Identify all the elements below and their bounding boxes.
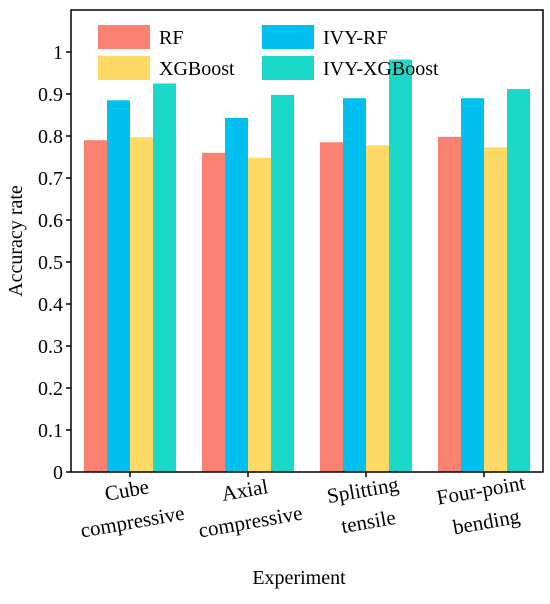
bar-xgboost-2 xyxy=(248,157,271,472)
x-tick-label: Cubecompressive xyxy=(73,469,186,542)
y-tick-label: 0.5 xyxy=(38,252,63,274)
bar-ivy-xgboost-3 xyxy=(389,59,412,473)
x-tick-label-line: Cube xyxy=(103,474,151,505)
bar-xgboost-4 xyxy=(484,147,507,472)
legend-swatch-rf xyxy=(98,25,150,49)
x-tick-label-line: compressive xyxy=(197,501,305,543)
bar-rf-1 xyxy=(84,140,107,472)
bar-rf-3 xyxy=(320,142,343,473)
bar-xgboost-3 xyxy=(366,145,389,473)
legend-label-rf: RF xyxy=(159,27,183,49)
legend-label-ivy-rf: IVY-RF xyxy=(323,27,387,49)
y-tick-label: 1 xyxy=(53,42,63,64)
x-tick-label-line: Axial xyxy=(220,474,270,506)
legend-swatch-ivy-rf xyxy=(262,25,314,49)
bar-ivy-rf-1 xyxy=(107,100,130,473)
bar-ivy-xgboost-1 xyxy=(153,83,176,472)
bar-ivy-xgboost-2 xyxy=(271,94,294,472)
bar-rf-4 xyxy=(438,136,461,472)
legend-label-xgboost: XGBoost xyxy=(159,58,235,80)
bar-rf-2 xyxy=(202,152,225,473)
bar-ivy-rf-2 xyxy=(225,117,248,472)
y-tick-label: 0.8 xyxy=(38,126,63,148)
plot-frame xyxy=(70,9,544,473)
legend: RF IVY-RF XGBoost IVY-XGBoost xyxy=(98,25,439,80)
bar-ivy-rf-4 xyxy=(461,98,484,472)
x-tick-label-line: bending xyxy=(451,504,522,539)
x-axis: CubecompressiveAxialcompressiveSplitting… xyxy=(73,469,533,542)
bar-xgboost-1 xyxy=(130,137,153,472)
x-tick-label: Axialcompressive xyxy=(191,469,304,542)
y-tick-label: 0.7 xyxy=(38,168,63,190)
y-tick-label: 0.9 xyxy=(38,84,63,106)
y-tick-label: 0.4 xyxy=(38,294,63,316)
legend-label-ivy-xgboost: IVY-XGBoost xyxy=(323,58,439,80)
y-tick-label: 0.3 xyxy=(38,336,63,358)
bar-ivy-xgboost-4 xyxy=(507,88,530,473)
y-tick-label: 0.6 xyxy=(38,210,63,232)
y-axis: 0 0.1 0.2 0.3 0.4 0.5 0.6 0.7 0.8 0.9 1 xyxy=(38,42,71,484)
y-tick-label: 0 xyxy=(53,462,63,484)
x-tick-label: Splittingtensile xyxy=(325,472,406,540)
bars-group xyxy=(84,59,530,473)
y-tick-label: 0.1 xyxy=(38,420,63,442)
legend-swatch-ivy-xgboost xyxy=(262,56,314,80)
x-tick-label: Four-pointbending xyxy=(435,470,533,541)
y-tick-label: 0.2 xyxy=(38,378,63,400)
x-tick-label-line: Splitting xyxy=(325,472,401,508)
x-axis-title: Experiment xyxy=(252,567,346,589)
x-tick-label-line: compressive xyxy=(79,501,187,543)
bar-ivy-rf-3 xyxy=(343,98,366,472)
x-tick-label-line: tensile xyxy=(339,505,397,538)
legend-swatch-xgboost xyxy=(98,56,150,80)
y-axis-title: Accuracy rate xyxy=(5,185,27,297)
